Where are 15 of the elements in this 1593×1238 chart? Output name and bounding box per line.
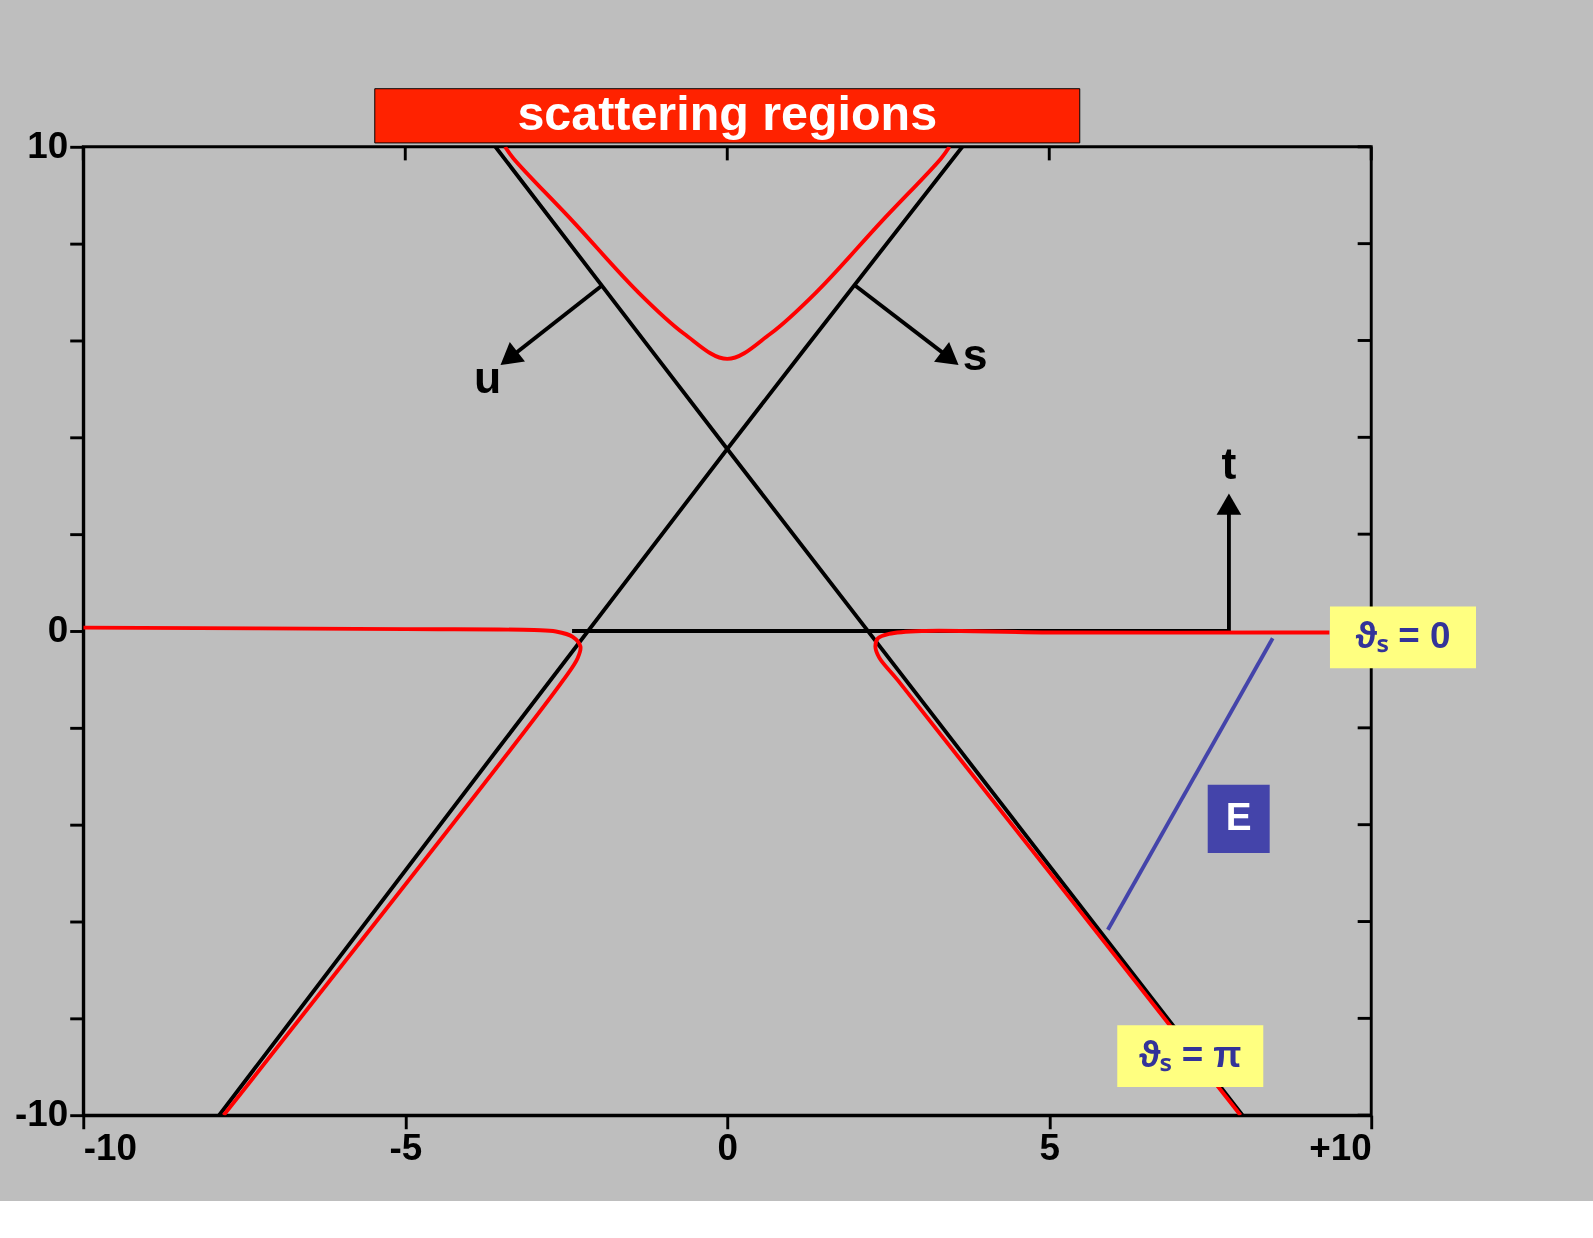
annotation: t	[1221, 438, 1237, 488]
y-tick-label: 0	[47, 609, 69, 651]
x-tick-label: 5	[1039, 1127, 1060, 1169]
y-tick-label: -10	[15, 1093, 69, 1135]
x-tick-label: +10	[1309, 1127, 1372, 1169]
annotation: u	[474, 353, 502, 403]
y-tick-label: 10	[27, 124, 69, 166]
annotation: E	[1225, 795, 1252, 839]
chart-title: scattering regions	[517, 86, 938, 141]
x-tick-label: -10	[83, 1127, 137, 1169]
x-tick-label: 0	[717, 1127, 738, 1169]
annotation: ϑₛ = 0	[1355, 614, 1451, 656]
annotation: s	[962, 330, 988, 380]
x-tick-label: -5	[389, 1127, 423, 1169]
annotation: ϑₛ = π	[1139, 1033, 1242, 1075]
